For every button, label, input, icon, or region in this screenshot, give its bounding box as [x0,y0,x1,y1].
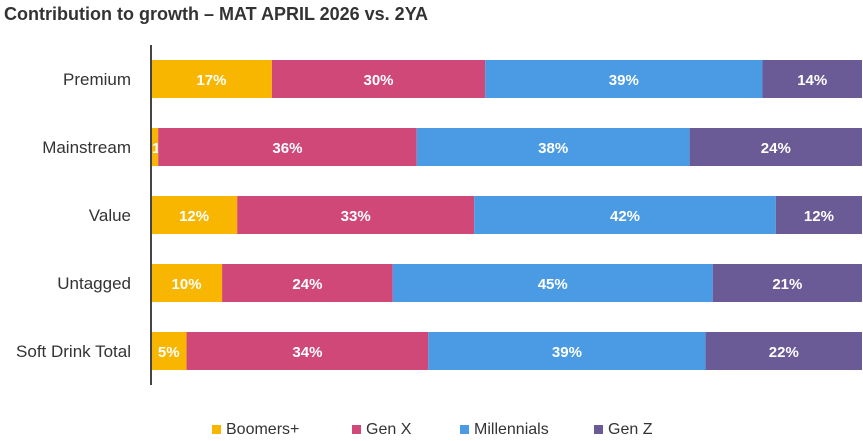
data-label-soft-drink-total-millennials: 39% [552,344,582,361]
data-label-untagged-gen-z: 21% [772,276,802,293]
bar-segment-soft-drink-total-gen-z [705,332,862,370]
category-label-premium: Premium [63,70,131,89]
bars-layer: Premium17%30%39%14%Mainstream1%36%38%24%… [16,60,862,370]
data-label-mainstream-millennials: 38% [538,140,568,157]
chart-title: Contribution to growth – MAT APRIL 2026 … [4,4,429,24]
bar-segment-mainstream-gen-x [158,128,417,166]
data-label-untagged-gen-x: 24% [292,276,322,293]
bar-segment-untagged-boomers [151,264,223,302]
bar-segment-soft-drink-total-gen-x [186,332,429,370]
legend: Boomers+ Gen X Millennials Gen Z [212,421,653,438]
data-label-soft-drink-total-boomers: 5% [158,344,180,361]
bar-segment-untagged-gen-x [222,264,393,302]
legend-swatch-gen-x [352,425,361,434]
category-label-soft-drink-total: Soft Drink Total [16,342,131,361]
category-label-value: Value [89,206,131,225]
legend-swatch-boomers [212,425,221,434]
data-label-value-gen-z: 12% [804,208,834,225]
bar-segment-mainstream-boomers [151,128,159,166]
bar-segment-premium-gen-x [271,60,486,98]
data-label-premium-boomers: 17% [196,72,226,89]
data-label-untagged-millennials: 45% [538,276,568,293]
data-label-soft-drink-total-gen-z: 22% [769,344,799,361]
legend-label-gen-x: Gen X [366,421,412,438]
legend-label-millennials: Millennials [474,421,549,438]
bar-segment-mainstream-gen-z [689,128,862,166]
legend-label-gen-z: Gen Z [608,421,653,438]
bar-segment-premium-gen-z [762,60,862,98]
bar-segment-soft-drink-total-boomers [151,332,187,370]
legend-label-boomers: Boomers+ [226,421,299,438]
category-label-untagged: Untagged [57,274,131,293]
legend-swatch-millennials [460,425,469,434]
bar-segment-untagged-gen-z [712,264,862,302]
data-label-value-millennials: 42% [610,208,640,225]
bar-segment-untagged-millennials [392,264,713,302]
legend-swatch-gen-z [594,425,603,434]
data-label-premium-millennials: 39% [609,72,639,89]
bar-segment-soft-drink-total-millennials [428,332,706,370]
bar-segment-premium-millennials [485,60,763,98]
data-label-value-boomers: 12% [179,208,209,225]
bar-segment-value-boomers [151,196,238,234]
bar-segment-premium-boomers [151,60,272,98]
category-label-mainstream: Mainstream [42,138,131,157]
data-label-mainstream-gen-z: 24% [761,140,791,157]
bar-segment-value-millennials [474,196,776,234]
data-label-mainstream-gen-x: 36% [272,140,302,157]
bar-segment-mainstream-millennials [416,128,690,166]
data-label-premium-gen-x: 30% [364,72,394,89]
data-label-value-gen-x: 33% [341,208,371,225]
data-label-premium-gen-z: 14% [797,72,827,89]
bar-segment-value-gen-z [775,196,862,234]
data-label-untagged-boomers: 10% [172,276,202,293]
data-label-soft-drink-total-gen-x: 34% [292,344,322,361]
bar-segment-value-gen-x [237,196,475,234]
